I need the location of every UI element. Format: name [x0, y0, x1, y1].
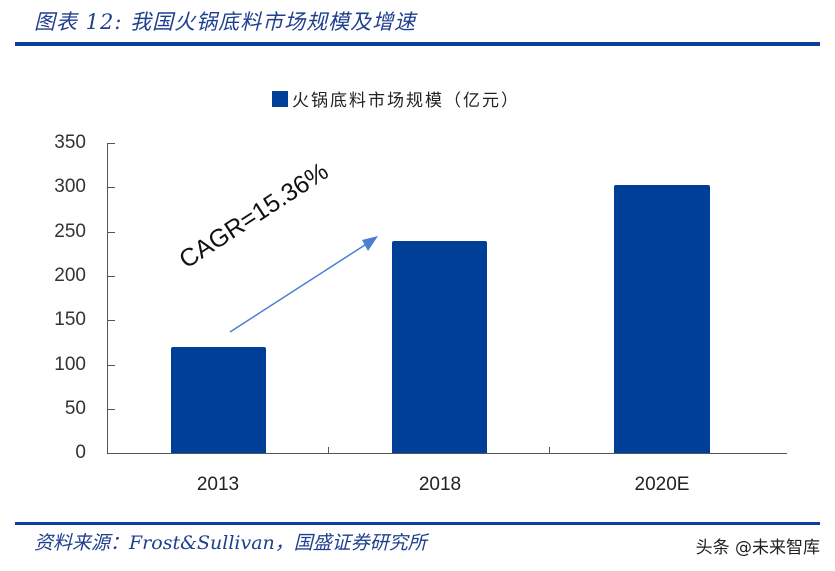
y-tick-label: 300 [54, 176, 86, 197]
chart-title: 图表 12: 我国火锅底料市场规模及增速 [34, 10, 417, 34]
footer-divider [15, 522, 820, 525]
title-divider [15, 42, 820, 46]
y-tick-label: 350 [54, 132, 86, 153]
x-axis [107, 453, 787, 454]
y-tick [107, 232, 115, 233]
y-tick-label: 250 [54, 221, 86, 242]
y-axis [107, 143, 108, 453]
x-tick [328, 447, 329, 453]
chart-legend: 火锅底料市场规模（亿元） [272, 86, 520, 111]
y-tick-label: 150 [54, 309, 86, 330]
y-tick [107, 276, 115, 277]
y-tick-label: 100 [54, 354, 86, 375]
watermark: 头条 @未来智库 [695, 538, 820, 558]
x-tick-label: 2020E [634, 474, 690, 495]
legend-label: 火锅底料市场规模（亿元） [292, 91, 520, 111]
source-note: 资料来源：Frost&Sullivan，国盛证券研究所 [34, 532, 427, 554]
x-tick-label: 2013 [196, 474, 240, 495]
bar-2013 [171, 347, 266, 453]
x-tick [549, 447, 550, 453]
y-tick [107, 187, 115, 188]
y-tick [107, 365, 115, 366]
bar-2020e [614, 185, 710, 453]
x-tick-label: 2018 [418, 474, 462, 495]
y-tick [107, 409, 115, 410]
legend-swatch-icon [272, 90, 288, 107]
bar-2018 [392, 241, 487, 453]
y-tick-label: 50 [64, 398, 86, 419]
y-tick-label: 200 [54, 265, 86, 286]
y-tick [107, 143, 115, 144]
y-tick [107, 320, 115, 321]
y-tick-label: 0 [75, 442, 86, 463]
